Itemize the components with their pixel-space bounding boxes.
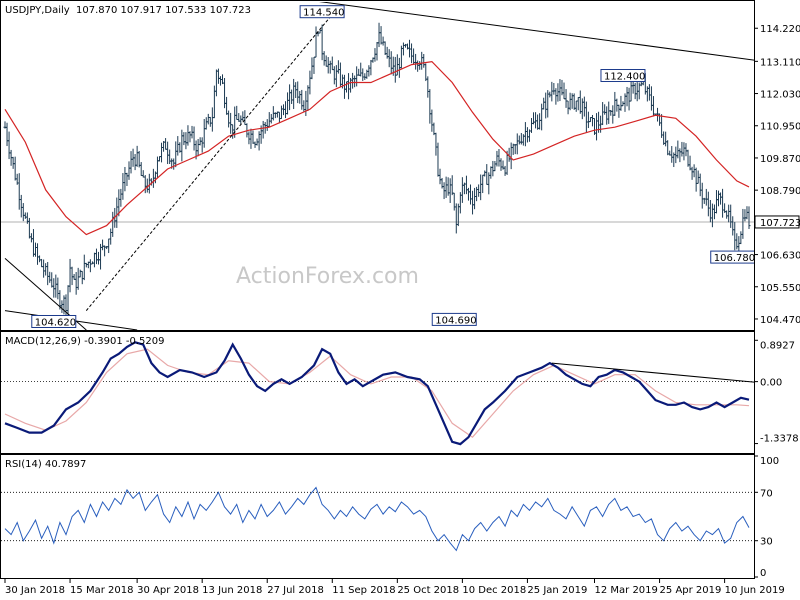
macd-y-tick-label: 0.00: [760, 378, 782, 389]
svg-text:112.400: 112.400: [604, 72, 645, 83]
x-tick-label: 27 Jul 2018: [267, 585, 324, 596]
price-layer: 104.620 114.540 104.690 112.400 106.780: [1, 2, 755, 330]
svg-text:114.540: 114.540: [303, 8, 344, 19]
price-y-tick-label: 106.630: [760, 251, 800, 262]
price-pane-title: USDJPY,Daily: [5, 5, 70, 16]
svg-text:104.690: 104.690: [435, 315, 476, 326]
price-y-tick-label: 114.220: [760, 24, 800, 35]
trendline: [319, 2, 754, 61]
ohlc-readout: 107.870 107.917 107.533 107.723: [76, 5, 251, 16]
price-annotation: 106.780: [710, 250, 755, 264]
x-tick-label: 30 Apr 2018: [137, 585, 199, 596]
price-annotation: 114.540: [299, 5, 345, 19]
svg-text:104.620: 104.620: [35, 317, 76, 328]
moving-average-line: [4, 60, 750, 236]
macd-pane[interactable]: [0, 331, 755, 454]
macd-signal-line: [4, 348, 750, 438]
x-tick-label: 10 Dec 2018: [462, 585, 526, 596]
axis-layer: 114.220 113.110 112.030 110.950 109.870 108.7…: [4, 24, 800, 596]
last-price-box: [754, 215, 800, 229]
ohlc-bar: [747, 206, 751, 229]
price-y-tick-label: 110.950: [760, 122, 800, 133]
x-tick-label: 25 Oct 2018: [397, 585, 459, 596]
rsi-line: [4, 486, 750, 552]
svg-text:106.780: 106.780: [714, 253, 755, 264]
macd-trendline: [551, 362, 754, 383]
x-tick-label: 25 Jan 2019: [527, 585, 587, 596]
macd-y-tick-label: 0.8927: [760, 340, 795, 351]
x-tick-label: 15 Mar 2018: [70, 585, 133, 596]
rsi-y-tick-label: 30: [760, 537, 773, 548]
x-tick-label: 12 Mar 2019: [595, 585, 658, 596]
rsi-layer: [1, 486, 754, 552]
macd-y-tick-label: -1.3378: [760, 434, 799, 445]
x-tick-label: 30 Jan 2018: [5, 585, 65, 596]
x-tick-label: 11 Sep 2018: [332, 585, 395, 596]
macd-line: [4, 341, 750, 446]
price-y-tick-label: 104.470: [760, 315, 800, 326]
price-y-tick-label: 112.030: [760, 90, 800, 101]
rsi-pane-title: RSI(14) 40.7897: [5, 459, 86, 470]
x-tick-label: 13 Jun 2018: [202, 585, 262, 596]
price-y-tick-label: 113.110: [760, 57, 800, 68]
rsi-pane[interactable]: [0, 454, 755, 579]
watermark: ActionForex.com: [236, 264, 419, 289]
price-annotation: 104.690: [431, 312, 477, 326]
macd-pane-title: MACD(12,26,9) -0.3901 -0.5209: [5, 336, 165, 347]
x-tick-label: 25 Apr 2019: [660, 585, 722, 596]
rsi-y-tick-label: 100: [760, 456, 779, 467]
price-y-tick-label: 108.790: [760, 186, 800, 197]
trendline: [85, 16, 331, 311]
rsi-y-tick-label: 0: [760, 568, 766, 579]
x-tick-label: 10 Jun 2019: [725, 585, 785, 596]
price-annotation: 104.620: [31, 314, 77, 328]
macd-layer: [1, 341, 754, 446]
price-annotation: 112.400: [600, 69, 646, 83]
price-y-tick-label: 105.550: [760, 283, 800, 294]
rsi-y-tick-label: 70: [760, 488, 773, 499]
price-y-tick-label: 109.870: [760, 154, 800, 165]
price-y-tick-label: 107.723: [760, 218, 800, 229]
